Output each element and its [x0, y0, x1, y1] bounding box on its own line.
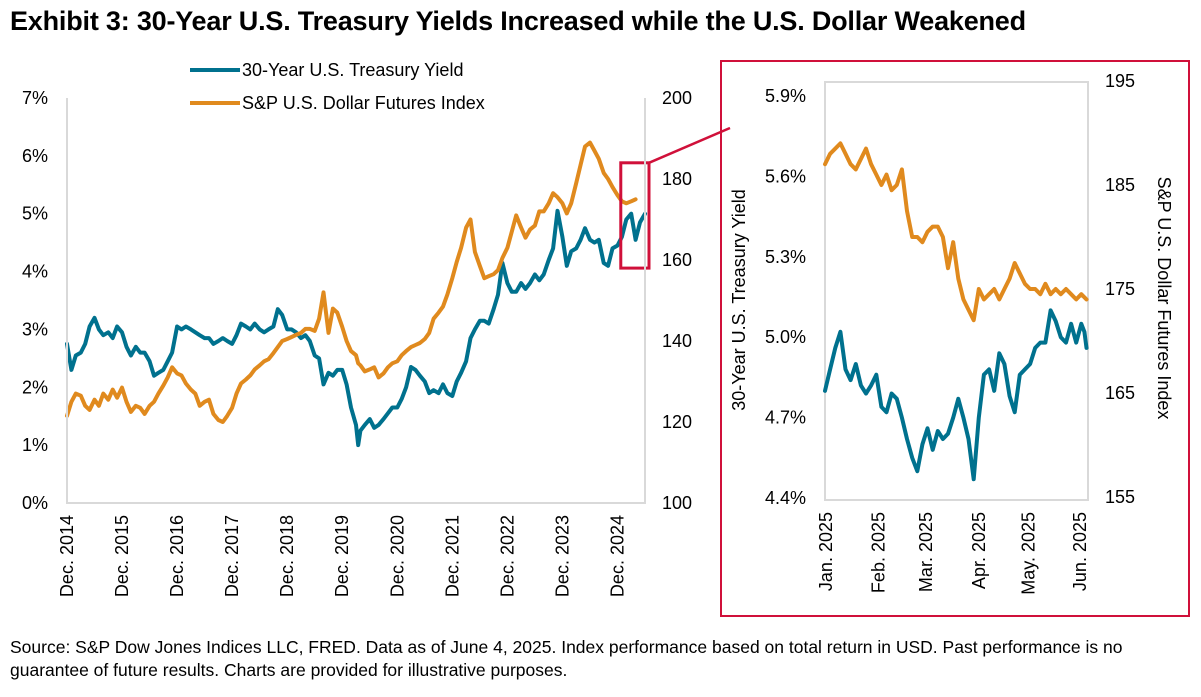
treasury-yield-line	[65, 208, 647, 448]
y2-tick-label: 185	[1105, 175, 1135, 195]
x-tick-label: Feb. 2025	[868, 512, 888, 593]
inset-chart-x-axis: Jan. 2025 Feb. 2025 Mar. 2025 Apr. 2025 May.…	[816, 512, 1090, 595]
zoom-connector-line	[648, 126, 731, 164]
main-chart-right-y-axis: 100 120 140 160 180 200	[662, 88, 692, 513]
legend-label: 30-Year U.S. Treasury Yield	[242, 60, 463, 80]
y-tick-label: 5.9%	[765, 86, 806, 106]
legend-label: S&P U.S. Dollar Futures Index	[242, 93, 485, 113]
y-tick-label: 1%	[22, 435, 48, 455]
y2-tick-label: 195	[1105, 71, 1135, 91]
x-tick-label: Apr. 2025	[969, 512, 989, 589]
main-chart-left-y-axis: 0% 1% 2% 3% 4% 5% 6% 7%	[22, 88, 48, 513]
chart-title: Exhibit 3: 30-Year U.S. Treasury Yields …	[10, 6, 1026, 36]
dollar-index-line	[65, 140, 638, 424]
x-tick-label: Dec. 2019	[332, 515, 352, 597]
main-chart: 0% 1% 2% 3% 4% 5% 6% 7% 100 120 140 160 180 200 Dec.…	[22, 60, 731, 597]
source-footnote: Source: S&P Dow Jones Indices LLC, FRED.…	[10, 637, 1123, 680]
x-tick-label: Dec. 2015	[112, 515, 132, 597]
y2-tick-label: 165	[1105, 383, 1135, 403]
y-tick-label: 6%	[22, 146, 48, 166]
y-tick-label: 4%	[22, 262, 48, 282]
y2-tick-label: 140	[662, 331, 692, 351]
x-tick-label: Dec. 2023	[552, 515, 572, 597]
x-tick-label: Dec. 2016	[167, 515, 187, 597]
inset-left-axis-title: 30-Year U.S. Treasury Yield	[729, 189, 749, 410]
legend: 30-Year U.S. Treasury Yield S&P U.S. Doll…	[190, 60, 485, 113]
inset-border	[720, 60, 1190, 617]
main-chart-x-axis: Dec. 2014 Dec. 2015 Dec. 2016 Dec. 2017 Dec.…	[57, 515, 627, 597]
y-tick-label: 5%	[22, 204, 48, 224]
legend-item: S&P U.S. Dollar Futures Index	[190, 93, 485, 113]
x-tick-label: May. 2025	[1019, 512, 1039, 595]
y-tick-label: 7%	[22, 88, 48, 108]
legend-item: 30-Year U.S. Treasury Yield	[190, 60, 463, 80]
y2-tick-label: 180	[662, 169, 692, 189]
x-tick-label: Dec. 2024	[607, 515, 627, 597]
y-tick-label: 5.6%	[765, 166, 806, 186]
x-tick-label: Mar. 2025	[916, 512, 936, 592]
y-tick-label: 5.3%	[765, 247, 806, 267]
inset-treasury-yield-line	[823, 308, 1089, 482]
y-tick-label: 4.7%	[765, 408, 806, 428]
y-tick-label: 0%	[22, 493, 48, 513]
y-tick-label: 2%	[22, 377, 48, 397]
zoom-highlight-box	[619, 161, 651, 270]
x-tick-label: Dec. 2018	[277, 515, 297, 597]
inset-chart-right-y-axis: 155 165 175 185 195	[1105, 71, 1135, 507]
x-tick-label: Dec. 2014	[57, 515, 77, 597]
y2-tick-label: 100	[662, 493, 692, 513]
x-tick-label: Dec. 2017	[222, 515, 242, 597]
x-tick-label: Dec. 2020	[387, 515, 407, 597]
y2-tick-label: 120	[662, 412, 692, 432]
inset-chart: 4.4% 4.7% 5.0% 5.3% 5.6% 5.9% 155 165 175 185 195…	[720, 60, 1190, 617]
y2-tick-label: 200	[662, 88, 692, 108]
y2-tick-label: 155	[1105, 487, 1135, 507]
inset-chart-left-y-axis: 4.4% 4.7% 5.0% 5.3% 5.6% 5.9%	[765, 86, 806, 508]
main-chart-axis-lines	[66, 98, 646, 504]
y-tick-label: 4.4%	[765, 488, 806, 508]
x-tick-label: Dec. 2021	[442, 515, 462, 597]
x-tick-label: Jun. 2025	[1070, 512, 1090, 591]
x-tick-label: Dec. 2022	[497, 515, 517, 597]
inset-right-axis-title: S&P U.S. Dollar Futures Index	[1154, 177, 1174, 420]
x-tick-label: Jan. 2025	[816, 512, 836, 591]
y2-tick-label: 175	[1105, 279, 1135, 299]
main-chart-series	[65, 140, 647, 448]
y2-tick-label: 160	[662, 250, 692, 270]
inset-chart-plot-frame	[824, 81, 1089, 501]
inset-chart-series	[823, 141, 1089, 482]
inset-dollar-index-line	[823, 141, 1089, 323]
y-tick-label: 3%	[22, 319, 48, 339]
y-tick-label: 5.0%	[765, 327, 806, 347]
